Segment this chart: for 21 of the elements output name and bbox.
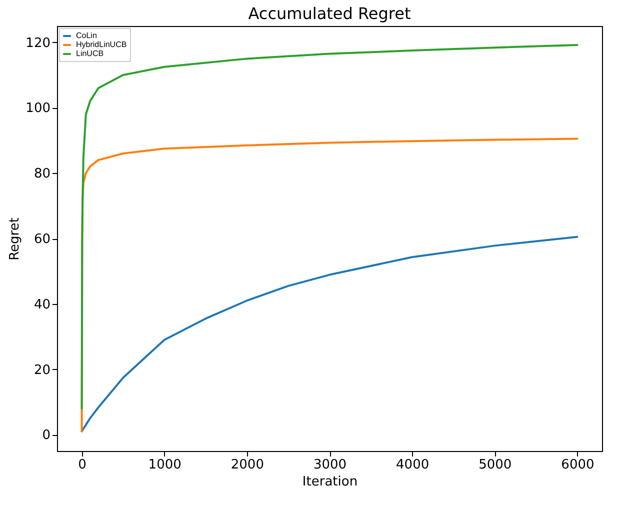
x-tick-label: 6000 bbox=[561, 458, 594, 472]
legend-label: CoLin bbox=[76, 31, 97, 40]
y-tick-label: 80 bbox=[34, 166, 50, 182]
x-tick-label: 2000 bbox=[230, 458, 264, 472]
y-tick-label: 120 bbox=[26, 36, 50, 51]
chart-title: Accumulated Regret bbox=[248, 4, 411, 23]
x-tick-label: 0 bbox=[78, 458, 86, 472]
y-tick-label: 20 bbox=[34, 362, 50, 378]
y-tick-label: 60 bbox=[34, 232, 50, 247]
y-tick-label: 0 bbox=[42, 428, 50, 444]
x-tick-label: 3000 bbox=[313, 458, 347, 472]
legend-label: HybridLinUCB bbox=[76, 40, 127, 49]
legend-label: LinUCB bbox=[76, 49, 104, 58]
x-tick-label: 4000 bbox=[396, 458, 430, 472]
x-axis-title: Iteration bbox=[302, 474, 358, 490]
y-axis-title: Regret bbox=[8, 218, 23, 260]
x-tick-label: 5000 bbox=[478, 458, 512, 472]
y-tick-label: 40 bbox=[34, 297, 50, 312]
line-series bbox=[80, 236, 578, 432]
y-tick-label: 100 bbox=[26, 101, 50, 116]
x-tick-label: 1000 bbox=[148, 458, 182, 472]
